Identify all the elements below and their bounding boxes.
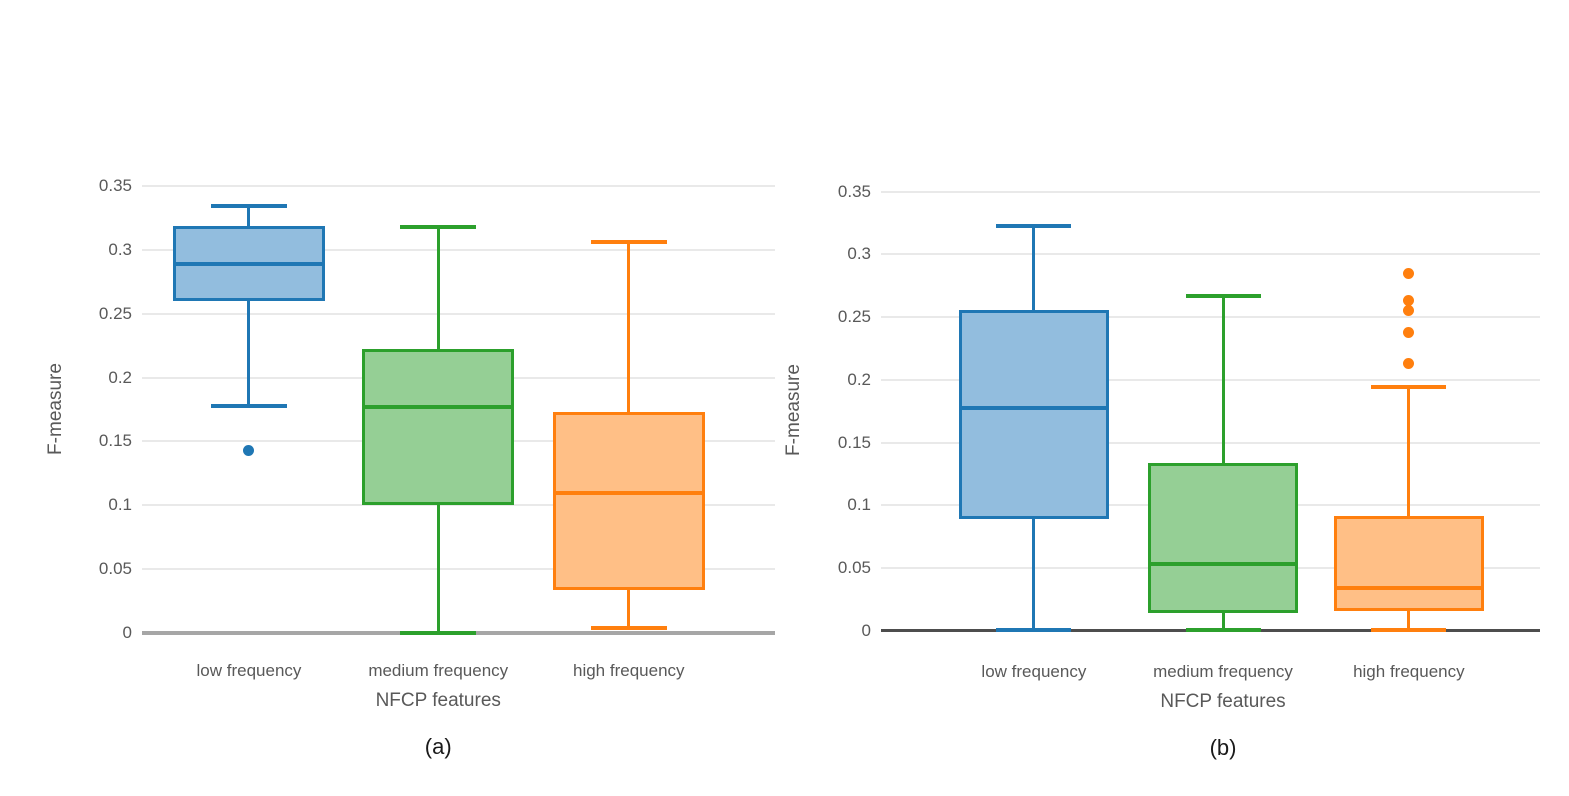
lower-whisker-low-frequency	[247, 300, 251, 406]
y-tick-label: 0	[122, 623, 132, 642]
y-tick-label: 0.25	[98, 303, 132, 323]
gridline-0.2	[881, 378, 1540, 381]
subfigure-caption-a: (a)	[424, 734, 452, 759]
y-tick-label: 0.1	[847, 495, 871, 515]
lower-whisker-cap-low-frequency	[210, 403, 287, 408]
y-tick-label: 0.2	[847, 369, 871, 389]
gridline-0.35	[881, 190, 1540, 193]
x-tick-label-low-frequency: low frequency	[196, 661, 302, 680]
x-tick-label-low-frequency: low frequency	[981, 662, 1087, 681]
subfigure-caption-b: (b)	[1209, 735, 1237, 760]
y-tick-label: 0.25	[837, 307, 871, 327]
outlier-point-high-frequency	[1403, 295, 1415, 307]
median-line-medium-frequency	[1148, 562, 1299, 567]
outlier-point-high-frequency	[1403, 267, 1415, 279]
y-tick-label: 0.35	[98, 175, 132, 195]
iqr-box-medium-frequency	[1148, 462, 1299, 614]
gridline-0.3	[142, 248, 775, 251]
y-axis-title: F-measure	[783, 364, 804, 456]
lower-whisker-cap-medium-frequency	[400, 631, 477, 635]
gridline-0.15	[881, 441, 1540, 444]
gridline-0.15	[142, 440, 775, 443]
x-axis-title: NFCP features	[1160, 691, 1286, 712]
upper-whisker-cap-medium-frequency	[400, 224, 477, 229]
gridline-0.2	[142, 376, 775, 379]
gridline-0.25	[881, 316, 1540, 319]
upper-whisker-cap-low-frequency	[210, 204, 287, 209]
lower-whisker-cap-high-frequency	[590, 625, 667, 630]
y-tick-label: 0.3	[108, 239, 132, 259]
upper-whisker-medium-frequency	[436, 226, 440, 350]
x-tick-label-medium-frequency: medium frequency	[368, 661, 509, 680]
gridline-0.05	[881, 567, 1540, 570]
upper-whisker-cap-medium-frequency	[1185, 293, 1261, 298]
upper-whisker-medium-frequency	[1221, 295, 1225, 463]
upper-whisker-high-frequency	[627, 242, 631, 413]
upper-whisker-cap-high-frequency	[1371, 385, 1447, 390]
lower-whisker-cap-low-frequency	[996, 627, 1072, 632]
upper-whisker-low-frequency	[247, 206, 251, 226]
upper-whisker-cap-high-frequency	[590, 240, 667, 245]
median-line-medium-frequency	[362, 404, 515, 409]
y-tick-label: 0.3	[847, 244, 871, 264]
lower-whisker-cap-high-frequency	[1371, 627, 1447, 632]
y-tick-label: 0.05	[98, 559, 132, 579]
lower-whisker-high-frequency	[627, 589, 631, 628]
gridline-0.25	[142, 312, 775, 315]
lower-whisker-cap-medium-frequency	[1185, 627, 1261, 632]
lower-whisker-medium-frequency	[436, 505, 440, 633]
x-tick-label-high-frequency: high frequency	[573, 661, 685, 680]
upper-whisker-cap-low-frequency	[996, 223, 1072, 228]
y-tick-label: 0.1	[108, 495, 132, 515]
y-tick-label: 0.05	[837, 558, 871, 578]
median-line-low-frequency	[172, 261, 325, 266]
outlier-point-high-frequency	[1403, 358, 1415, 370]
x-axis-title: NFCP features	[375, 690, 501, 711]
x-tick-label-medium-frequency: medium frequency	[1153, 662, 1293, 681]
gridline-0.1	[881, 504, 1540, 507]
iqr-box-low-frequency	[172, 225, 325, 301]
median-line-high-frequency	[1333, 586, 1484, 591]
y-tick-label: 0.15	[837, 432, 871, 452]
x-axis-line	[881, 629, 1540, 632]
gridline-0.1	[142, 504, 775, 507]
gridline-0.05	[142, 568, 775, 571]
upper-whisker-low-frequency	[1032, 225, 1036, 310]
lower-whisker-medium-frequency	[1221, 613, 1225, 630]
y-tick-label: 0.2	[108, 367, 132, 387]
plot-area-b	[881, 176, 1540, 632]
y-tick-label: 0	[861, 621, 871, 640]
gridline-0.35	[142, 184, 775, 187]
iqr-box-medium-frequency	[362, 349, 515, 506]
gridline-0.3	[881, 253, 1540, 256]
x-tick-label-high-frequency: high frequency	[1353, 662, 1465, 681]
outlier-point-high-frequency	[1403, 305, 1415, 317]
plot-area-a	[142, 170, 775, 635]
x-axis-line	[142, 631, 775, 635]
median-line-low-frequency	[958, 405, 1109, 410]
y-tick-label: 0.35	[837, 181, 871, 201]
outlier-point-high-frequency	[1403, 326, 1415, 338]
y-tick-label: 0.15	[98, 431, 132, 451]
iqr-box-low-frequency	[958, 309, 1109, 520]
outlier-point-low-frequency	[243, 444, 255, 456]
iqr-box-high-frequency	[552, 412, 705, 590]
lower-whisker-high-frequency	[1407, 610, 1411, 630]
y-axis-title: F-measure	[45, 363, 66, 455]
lower-whisker-low-frequency	[1032, 519, 1036, 630]
iqr-box-high-frequency	[1333, 515, 1484, 611]
upper-whisker-high-frequency	[1407, 387, 1411, 516]
median-line-high-frequency	[552, 490, 705, 495]
